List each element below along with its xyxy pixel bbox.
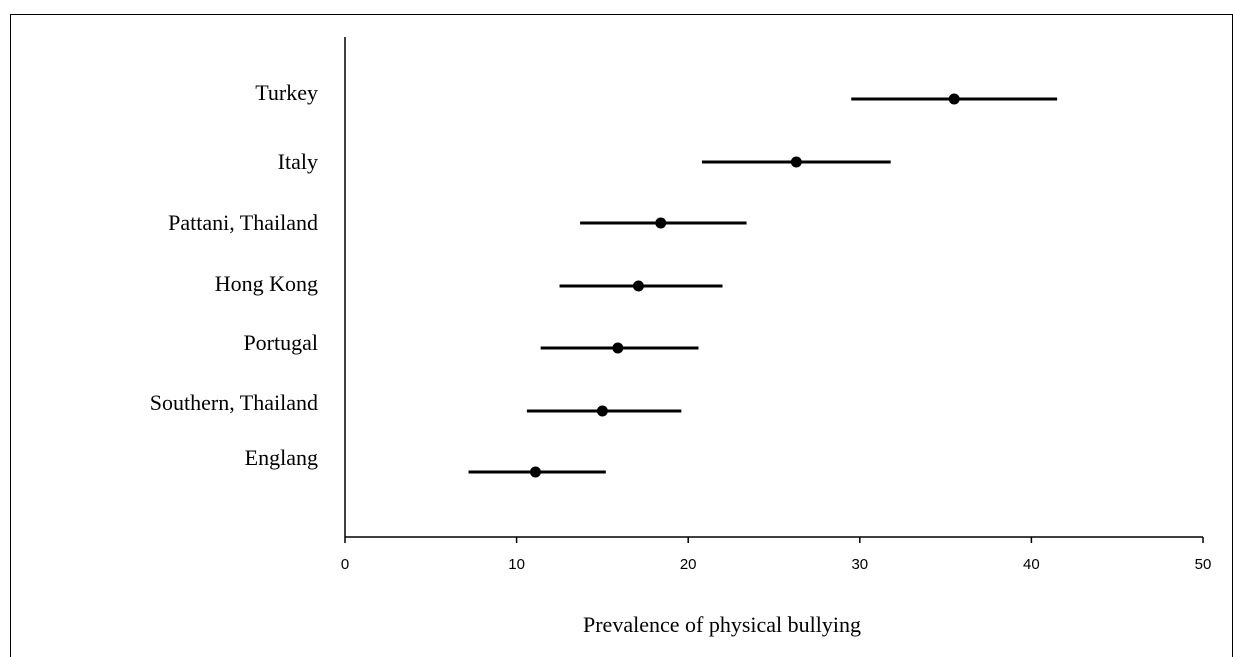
- x-tick-label: 40: [1023, 556, 1040, 573]
- category-label: Hong Kong: [215, 271, 318, 296]
- x-tick-label: 20: [680, 556, 697, 573]
- point-estimate-marker: [948, 93, 960, 105]
- x-tick-label: 50: [1195, 556, 1212, 573]
- point-estimate-marker: [612, 342, 624, 354]
- x-tick-label: 30: [851, 556, 868, 573]
- category-label: Southern, Thailand: [150, 390, 318, 415]
- point-estimate-marker: [596, 405, 608, 417]
- axes: [344, 37, 1203, 538]
- category-label: Portugal: [243, 330, 318, 355]
- x-tick-label: 10: [508, 556, 525, 573]
- point-estimate-marker: [790, 156, 802, 168]
- category-label: Turkey: [255, 80, 318, 105]
- category-labels: Turkey Italy Pattani, Thailand Hong Kong Por…: [150, 80, 318, 470]
- x-axis-title: Prevalence of physical bullying: [583, 612, 861, 637]
- point-estimate-marker: [632, 280, 644, 292]
- category-label: Pattani, Thailand: [168, 210, 318, 235]
- category-label: Englang: [245, 445, 318, 470]
- x-tick-label: 0: [341, 556, 349, 573]
- data-marks: [468, 93, 1058, 478]
- point-estimate-marker: [655, 217, 667, 229]
- x-axis-ticks: 0 10 20 30 40 50: [341, 537, 1212, 573]
- point-estimate-marker: [529, 466, 541, 478]
- category-label: Italy: [278, 149, 318, 174]
